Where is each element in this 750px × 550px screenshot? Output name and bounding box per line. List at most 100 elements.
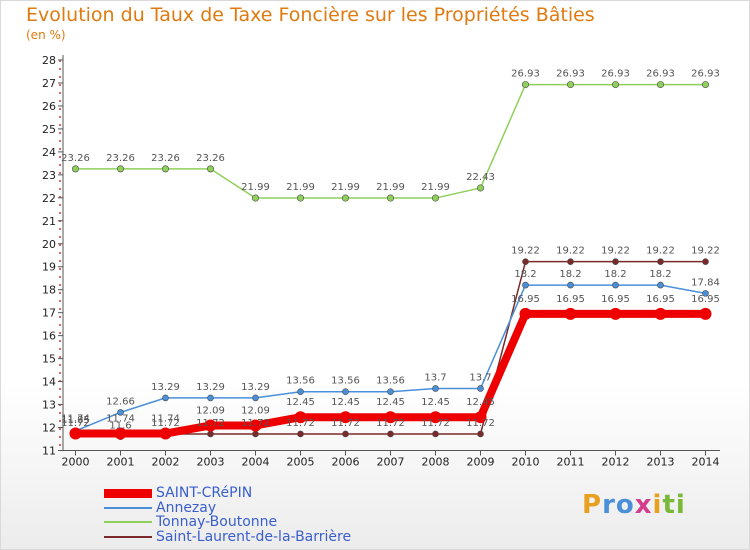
data-label: 12.09 bbox=[196, 405, 225, 416]
chart-title: Evolution du Taux de Taxe Foncière sur l… bbox=[26, 4, 595, 26]
data-point bbox=[387, 430, 394, 438]
logo-letter: t bbox=[662, 490, 676, 520]
data-label: 11.74 bbox=[61, 414, 90, 425]
data-label: 12.09 bbox=[241, 405, 270, 416]
y-tick-label: 28 bbox=[42, 54, 56, 67]
data-point bbox=[342, 430, 349, 438]
data-point bbox=[117, 165, 125, 173]
data-label: 21.99 bbox=[421, 182, 450, 193]
logo-letter: P bbox=[582, 490, 603, 520]
data-label: 26.93 bbox=[691, 69, 720, 80]
x-tick-label: 2008 bbox=[422, 456, 450, 469]
data-point bbox=[204, 419, 217, 432]
data-label: 11.72 bbox=[376, 418, 405, 429]
data-point bbox=[297, 430, 304, 438]
data-label: 11.72 bbox=[151, 418, 180, 429]
x-tick-label: 2004 bbox=[242, 456, 270, 469]
legend-swatch bbox=[104, 535, 152, 538]
data-point bbox=[249, 419, 262, 432]
x-tick-label: 2007 bbox=[377, 456, 405, 469]
data-label: 13.56 bbox=[331, 376, 360, 387]
data-label: 16.95 bbox=[601, 294, 630, 305]
data-label: 13.29 bbox=[196, 382, 225, 393]
data-point bbox=[657, 281, 664, 289]
x-tick-label: 2001 bbox=[107, 456, 135, 469]
data-label: 19.22 bbox=[601, 246, 630, 257]
data-point bbox=[609, 307, 622, 320]
y-tick-label: 16 bbox=[42, 330, 56, 343]
data-label: 11.72 bbox=[466, 418, 495, 429]
y-tick-label: 14 bbox=[42, 376, 56, 389]
data-label: 23.26 bbox=[61, 153, 90, 164]
data-label: 16.95 bbox=[646, 294, 675, 305]
data-point bbox=[567, 281, 574, 289]
data-label: 11.72 bbox=[196, 418, 225, 429]
legend-item: Tonnay-Boutonne bbox=[104, 515, 351, 530]
data-label: 12.45 bbox=[331, 397, 360, 408]
proxiti-logo: Proxiti bbox=[582, 490, 686, 520]
data-point bbox=[476, 184, 484, 192]
data-point bbox=[207, 430, 214, 438]
y-tick-label: 22 bbox=[42, 192, 56, 205]
data-label: 23.26 bbox=[196, 153, 225, 164]
data-point bbox=[702, 258, 709, 265]
data-point bbox=[69, 427, 82, 440]
data-point bbox=[117, 409, 124, 416]
data-point bbox=[611, 81, 619, 89]
data-label: 13.7 bbox=[424, 372, 446, 383]
data-point bbox=[477, 430, 484, 438]
data-label: 18.2 bbox=[604, 269, 626, 280]
logo-letter: i bbox=[652, 490, 663, 520]
logo-letter: o bbox=[615, 490, 635, 520]
data-label: 12.45 bbox=[421, 397, 450, 408]
unit-label: (en %) bbox=[26, 28, 66, 42]
data-point bbox=[72, 165, 80, 173]
data-label: 21.99 bbox=[241, 182, 270, 193]
data-point bbox=[654, 307, 667, 320]
data-point bbox=[386, 194, 394, 202]
data-label: 21.99 bbox=[286, 182, 315, 193]
data-label: 18.2 bbox=[559, 269, 581, 280]
data-point bbox=[342, 388, 349, 395]
y-tick-label: 24 bbox=[42, 146, 56, 159]
legend-label: Annezay bbox=[156, 499, 217, 516]
x-tick-label: 2000 bbox=[62, 456, 90, 469]
legend-item: Saint-Laurent-de-la-Barrière bbox=[104, 530, 351, 545]
y-tick-label: 12 bbox=[42, 422, 56, 435]
data-point bbox=[297, 388, 304, 395]
data-label: 26.93 bbox=[601, 69, 630, 80]
y-tick-label: 19 bbox=[42, 261, 56, 274]
series-line-2 bbox=[75, 83, 706, 199]
data-point bbox=[612, 258, 619, 265]
data-point bbox=[702, 290, 709, 297]
data-label: 19.22 bbox=[646, 246, 675, 257]
data-label: 11.6 bbox=[109, 421, 131, 432]
data-point bbox=[296, 194, 304, 202]
data-label: 22.43 bbox=[466, 172, 495, 183]
legend-item: Annezay bbox=[104, 501, 351, 516]
y-tick-label: 27 bbox=[42, 77, 56, 90]
y-tick-label: 15 bbox=[42, 353, 56, 366]
x-tick-label: 2009 bbox=[467, 456, 495, 469]
data-point bbox=[657, 258, 664, 265]
series-line-3 bbox=[75, 260, 706, 438]
data-point bbox=[339, 411, 352, 424]
y-tick-label: 18 bbox=[42, 284, 56, 297]
data-point bbox=[519, 307, 532, 320]
x-tick-label: 2014 bbox=[692, 456, 720, 469]
data-point bbox=[162, 394, 169, 402]
x-tick-label: 2006 bbox=[332, 456, 360, 469]
data-point bbox=[252, 194, 260, 202]
data-label: 21.99 bbox=[376, 182, 405, 193]
data-point bbox=[432, 385, 439, 392]
data-point bbox=[477, 385, 484, 392]
data-label: 19.22 bbox=[556, 246, 585, 257]
data-label: 12.45 bbox=[376, 397, 405, 408]
data-label: 11.72 bbox=[241, 418, 270, 429]
data-point bbox=[429, 411, 442, 424]
y-tick-label: 20 bbox=[42, 238, 56, 251]
y-tick-label: 26 bbox=[42, 100, 56, 113]
legend-item: SAINT-CRéPIN bbox=[104, 486, 351, 501]
